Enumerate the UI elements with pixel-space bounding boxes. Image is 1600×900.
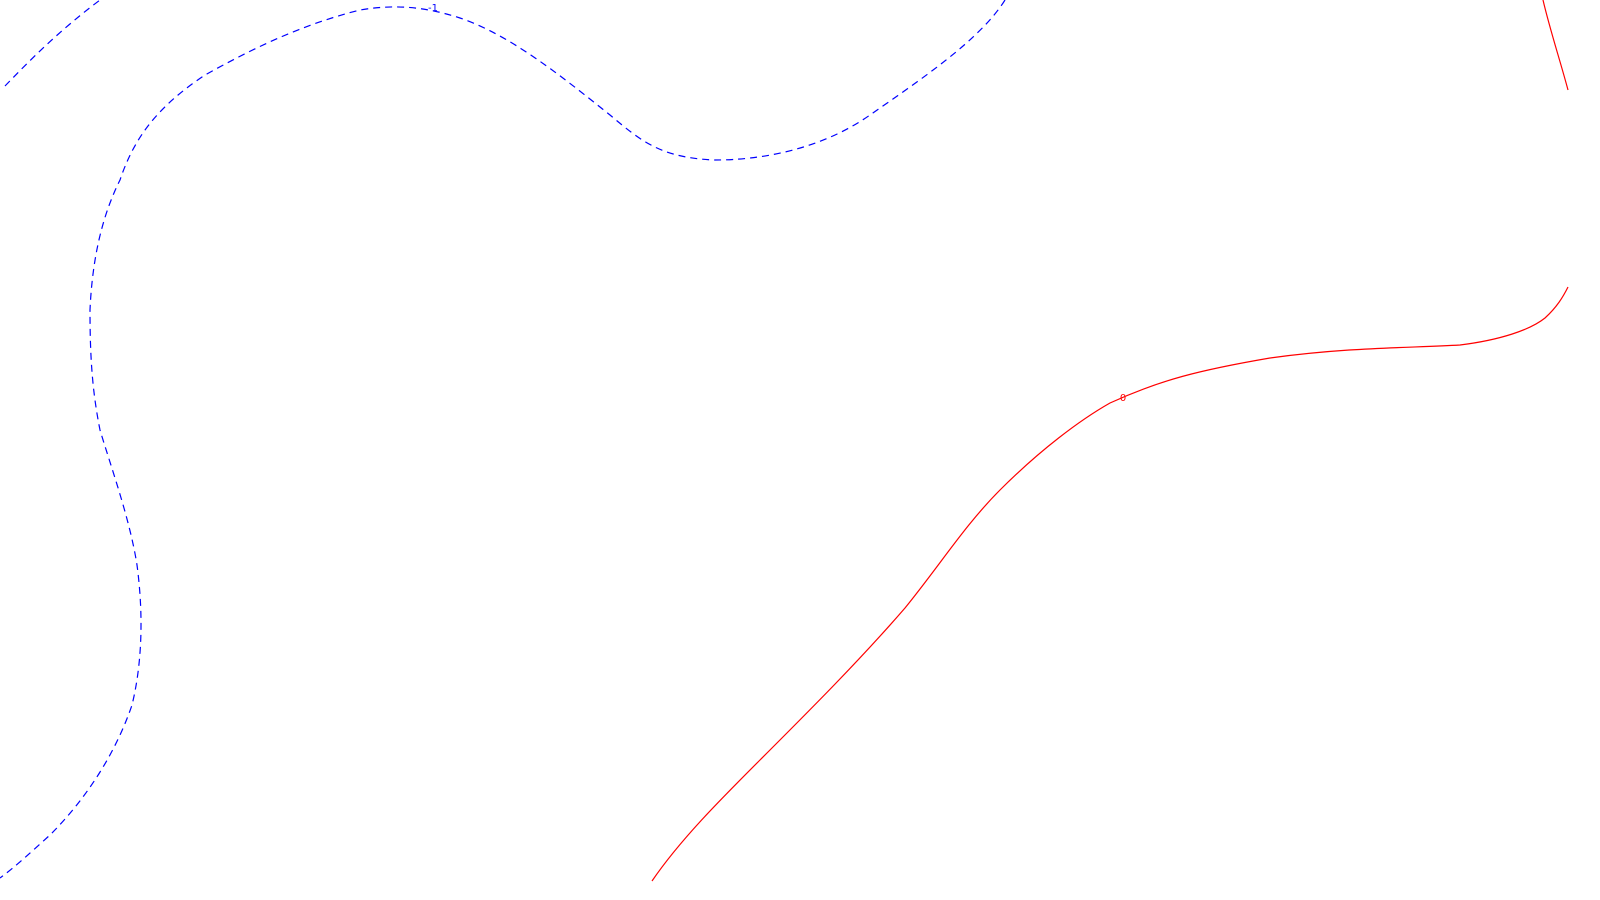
contour-line-level-0-top (1542, 0, 1569, 91)
contour-line-level-neg1-left (4, 0, 101, 87)
contour-label-level-0: 0 (1120, 393, 1126, 404)
contour-label-level-neg1: -1 (428, 3, 438, 14)
contour-line-level-0-main (651, 286, 1569, 882)
contour-line-level-neg1-main (0, 0, 1006, 879)
